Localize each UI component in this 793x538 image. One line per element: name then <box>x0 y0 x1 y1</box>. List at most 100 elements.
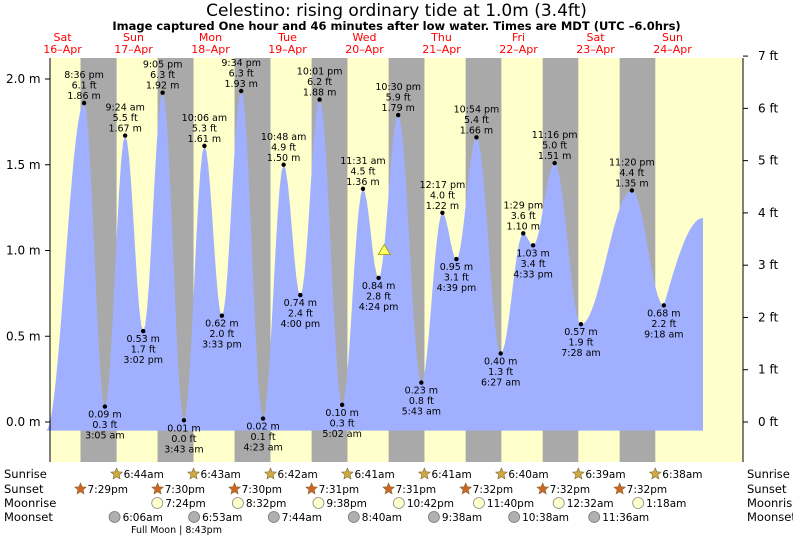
moonset-time: 11:36am <box>602 512 649 524</box>
sunset-icon <box>305 482 319 495</box>
moonset-time: 6:53am <box>202 512 242 524</box>
sunrise-icon <box>187 467 201 480</box>
sunrise-time: 6:41am <box>431 469 471 481</box>
tide-label: 5.3 ft <box>192 123 217 134</box>
right-tick-label: 2 ft <box>758 310 778 324</box>
day-weekday: Sun <box>662 31 683 44</box>
right-tick-label: 5 ft <box>758 154 778 168</box>
right-tick-label: 3 ft <box>758 258 778 272</box>
moonset-icon <box>188 511 200 523</box>
tide-label: 9:18 am <box>644 329 683 340</box>
tide-label: 0.3 ft <box>330 418 355 429</box>
tide-label: 4.4 ft <box>619 168 644 179</box>
tide-label: 4:00 pm <box>281 319 321 330</box>
sunset-time: 7:32pm <box>627 484 667 496</box>
tide-label: 4.9 ft <box>271 142 296 153</box>
left-tick-label: 0.5 m <box>6 329 41 343</box>
tide-label: 2.0 ft <box>209 329 234 340</box>
day-date: 24–Apr <box>653 43 692 56</box>
right-tick-label: 7 ft <box>758 49 778 63</box>
tide-area <box>46 91 704 431</box>
sunrise-time: 6:44am <box>124 469 164 481</box>
tide-label: 10:06 am <box>182 113 227 124</box>
tide-label: 1.61 m <box>188 134 221 145</box>
tide-point <box>238 88 244 94</box>
tide-label: 9:24 am <box>105 103 144 114</box>
day-date: 21–Apr <box>422 43 461 56</box>
tide-point <box>552 160 557 166</box>
tide-point <box>360 186 366 191</box>
right-tick-label: 0 ft <box>758 415 778 429</box>
tide-label: 0.1 ft <box>251 432 276 443</box>
tide-label: 1.3 ft <box>488 367 513 378</box>
tide-label: 11:31 am <box>340 156 385 167</box>
tide-label: 0.23 m <box>405 386 438 397</box>
tide-point <box>440 210 445 215</box>
moonrise-time: 1:18am <box>646 498 686 510</box>
row-label-right-sunset: Sunset <box>747 482 787 496</box>
row-label-right-sunrise: Sunrise <box>747 467 790 481</box>
tide-label: 11:20 pm <box>609 157 655 168</box>
moonset-icon <box>588 511 601 523</box>
tide-label: 9:34 pm <box>221 58 261 69</box>
tide-label: 5.5 ft <box>113 113 138 124</box>
tide-label: 4:23 am <box>243 443 282 454</box>
moonset-icon <box>508 511 521 523</box>
tide-label: 3.4 ft <box>521 259 546 270</box>
tide-label: 5.4 ft <box>464 115 489 126</box>
sunset-time: 7:31pm <box>319 484 359 496</box>
tide-label: 6.1 ft <box>72 81 97 92</box>
tide-label: 5:02 am <box>322 429 361 440</box>
tide-point <box>260 416 266 421</box>
tide-label: 1.88 m <box>303 88 336 99</box>
tide-point <box>629 188 635 193</box>
tide-label: 3.1 ft <box>444 273 469 284</box>
tide-label: 0.09 m <box>88 410 121 421</box>
sunset-icon <box>151 482 165 495</box>
sunset-icon <box>228 482 242 495</box>
day-weekday: Sat <box>53 31 72 44</box>
day-weekday: Thu <box>430 31 452 44</box>
sunrise-icon <box>340 467 354 480</box>
tide-label: 9:05 pm <box>143 60 183 71</box>
tide-label: 6.2 ft <box>307 77 332 88</box>
moonset-icon <box>267 511 280 523</box>
row-label-right-moonrise: Moonrise <box>747 496 793 510</box>
sunrise-time: 6:38am <box>662 469 702 481</box>
tide-label: 4:39 pm <box>437 283 477 294</box>
tide-label: 1.03 m <box>516 248 549 259</box>
tide-label: 1.10 m <box>507 221 540 232</box>
tide-label: 10:54 pm <box>454 104 500 115</box>
right-tick-label: 1 ft <box>758 363 778 377</box>
tide-label: 4.5 ft <box>350 166 375 177</box>
tide-label: 0.8 ft <box>409 396 434 407</box>
sunset-icon <box>613 482 627 495</box>
tide-label: 1.50 m <box>267 153 300 164</box>
sunset-icon <box>459 482 473 495</box>
tide-label: 0.68 m <box>647 308 680 319</box>
right-tick-label: 6 ft <box>758 101 778 115</box>
tide-label: 1.22 m <box>426 201 459 212</box>
moonrise-icon <box>632 497 645 509</box>
sunset-time: 7:31pm <box>396 484 436 496</box>
day-date: 18–Apr <box>191 43 230 56</box>
tide-point <box>160 90 165 95</box>
day-date: 22–Apr <box>499 43 538 56</box>
tide-label: 0.74 m <box>284 298 317 309</box>
tide-label: 11:16 pm <box>532 130 578 141</box>
tide-point <box>498 351 503 356</box>
sunrise-icon <box>571 467 585 480</box>
tide-label: 1.93 m <box>224 79 257 90</box>
tide-label: 2.8 ft <box>366 291 391 302</box>
left-tick-label: 2.0 m <box>6 72 41 86</box>
tide-label: 3:43 am <box>164 444 203 455</box>
moonset-icon <box>108 511 121 523</box>
tide-label: 0.53 m <box>127 334 160 345</box>
moonrise-time: 8:32pm <box>246 498 286 510</box>
sunrise-time: 6:41am <box>354 469 394 481</box>
moonset-time: 7:44am <box>282 512 322 524</box>
tide-point <box>219 313 225 318</box>
sunset-icon <box>382 482 396 495</box>
tide-label: 2.4 ft <box>288 309 313 320</box>
day-date: 20–Apr <box>345 43 384 56</box>
